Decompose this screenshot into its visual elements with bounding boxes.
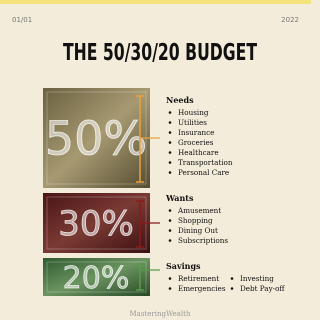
- bullet: [169, 121, 172, 124]
- bullet: [169, 287, 172, 290]
- date: 01/01: [12, 16, 32, 24]
- list-item: Dining Out: [178, 226, 218, 235]
- section-title: Wants: [165, 193, 194, 203]
- top-band: [0, 0, 311, 4]
- bullet: [169, 239, 172, 242]
- list-item: Investing: [240, 274, 274, 283]
- percent: 50%: [45, 112, 147, 166]
- page: 01/01 2022 THE 50/30/20 BUDGET Mastering…: [0, 0, 311, 320]
- infographic: 01/01 2022 THE 50/30/20 BUDGET Mastering…: [0, 0, 311, 320]
- section-title: Savings: [166, 261, 201, 271]
- list-item: Emergencies: [178, 284, 226, 293]
- percent: 30%: [58, 204, 134, 244]
- list-item: Insurance: [178, 128, 214, 137]
- list-item: Amusement: [177, 206, 221, 215]
- list-item: Subscriptions: [178, 236, 228, 245]
- bullet: [169, 161, 172, 164]
- list-item: Shopping: [178, 216, 213, 225]
- percent: 20%: [63, 261, 130, 296]
- bullet: [169, 219, 172, 222]
- bullet: [169, 141, 172, 144]
- bullet: [169, 229, 172, 232]
- list-item: Personal Care: [178, 168, 229, 177]
- bullet: [231, 277, 234, 280]
- list-item: Debt Pay-off: [240, 284, 285, 293]
- bullet: [169, 277, 172, 280]
- footer: MasteringWealth: [130, 310, 191, 318]
- year: 2022: [281, 16, 299, 24]
- bullet: [231, 287, 234, 290]
- bullet: [169, 171, 172, 174]
- list-item: Utilities: [178, 118, 207, 127]
- bullet: [169, 131, 172, 134]
- list-item: Transportation: [178, 158, 233, 167]
- bullet: [169, 209, 172, 212]
- bullet: [169, 151, 172, 154]
- title: THE 50/30/20 BUDGET: [63, 40, 257, 66]
- list-item: Groceries: [178, 138, 214, 147]
- section-title: Needs: [166, 95, 194, 105]
- list-item: Retirement: [178, 274, 219, 283]
- list-item: Healthcare: [178, 148, 219, 157]
- list-item: Housing: [178, 108, 209, 117]
- bullet: [169, 111, 172, 114]
